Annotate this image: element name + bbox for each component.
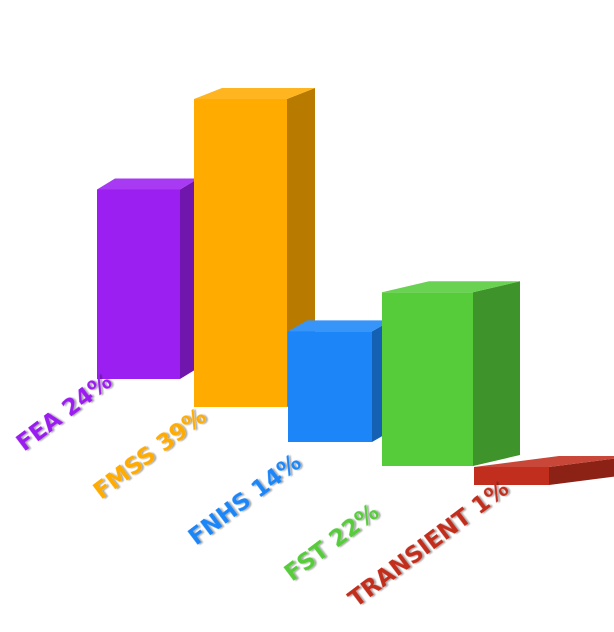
bar-fnhs-front — [288, 331, 372, 442]
data-label-transient: TRANSIENT 1% — [344, 476, 514, 613]
bar-fnhs — [288, 320, 391, 442]
bar-fmss-front — [194, 99, 287, 407]
bar-fst-front — [382, 292, 473, 466]
bar-transient — [474, 456, 614, 485]
bar-fst — [382, 281, 520, 466]
bar-fea-top — [97, 178, 198, 190]
bar-fea-side — [180, 178, 198, 379]
bar-fea — [97, 178, 198, 379]
bar-transient-front — [474, 467, 549, 485]
bar-fnhs-top — [288, 320, 391, 332]
bar-fea-front — [97, 189, 180, 379]
bar-fst-side — [473, 281, 520, 466]
data-label-fmss: FMSS 39% — [89, 404, 211, 505]
data-label-fea: FEA 24% — [12, 368, 117, 456]
bar-fst-top — [382, 281, 520, 293]
bar-transient-top — [474, 456, 614, 467]
data-label-fnhs: FNHS 14% — [184, 449, 307, 550]
bar-fmss-top — [194, 88, 315, 99]
bars-group — [97, 88, 614, 485]
bar-transient-side — [549, 458, 614, 485]
